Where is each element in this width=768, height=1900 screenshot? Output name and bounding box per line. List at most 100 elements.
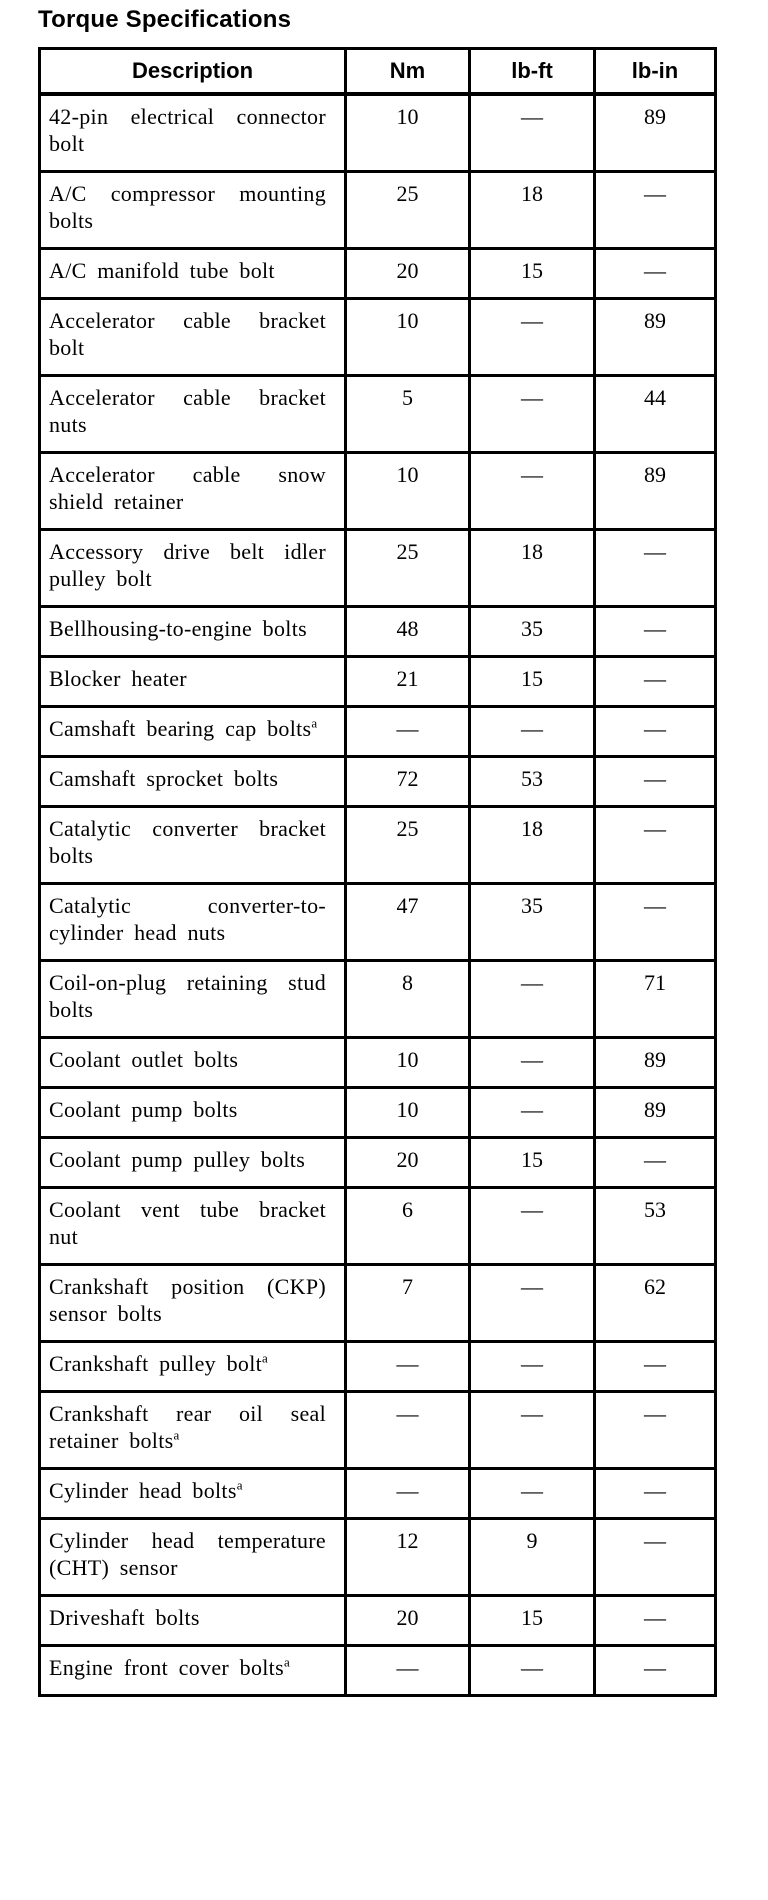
nm-value-cell: 6 (344, 1186, 471, 1266)
column-header-nm: Nm (344, 47, 471, 96)
lb-ft-value-cell: — (468, 1036, 596, 1089)
lb-in-value-cell: — (593, 1644, 717, 1697)
nm-value-cell: — (344, 1390, 471, 1470)
nm-value-cell: 21 (344, 655, 471, 708)
table-row: Cylinder head temperature (CHT) sensor 12… (38, 1517, 717, 1597)
nm-value-cell: 72 (344, 755, 471, 808)
table-row: 42-pin electrical connector bolt 10—89 (38, 92, 717, 173)
description-cell: Cylinder head temperature (CHT) sensor (38, 1517, 347, 1597)
table-row: Accessory drive belt idler pulley bolt 25… (38, 528, 717, 608)
nm-value-cell: 5 (344, 374, 471, 454)
table-row: Accelerator cable bracket bolt 10—89 (38, 297, 717, 377)
description-cell: Accelerator cable bracket bolt (38, 297, 347, 377)
description-cell: Blocker heater (38, 655, 347, 708)
nm-value-cell: 20 (344, 1594, 471, 1647)
table-row: Crankshaft pulley bolta — — — (38, 1340, 717, 1393)
table-header: Description Nm lb-ft lb-in (38, 47, 717, 96)
lb-ft-value-cell: 18 (468, 528, 596, 608)
table-row: Coil-on-plug retaining stud bolts 8—71 (38, 959, 717, 1039)
lb-ft-value-cell: — (468, 1186, 596, 1266)
table-row: Bellhousing-to-engine bolts 48 35— (38, 605, 717, 658)
description-text: 42-pin electrical connector bolt (49, 104, 326, 156)
lb-ft-value-cell: 35 (468, 605, 596, 658)
description-text: Blocker heater (49, 666, 187, 691)
description-text: Cylinder head temperature (CHT) sensor (49, 1528, 326, 1580)
lb-ft-value-cell: — (468, 1390, 596, 1470)
nm-value-cell: 20 (344, 1136, 471, 1189)
lb-ft-value-cell: — (468, 451, 596, 531)
lb-in-value-cell: — (593, 705, 717, 758)
lb-ft-value-cell: — (468, 959, 596, 1039)
nm-value-cell: 48 (344, 605, 471, 658)
nm-value-cell: 10 (344, 297, 471, 377)
lb-ft-value-cell: 18 (468, 805, 596, 885)
lb-ft-value-cell: — (468, 1644, 596, 1697)
description-text: Engine front cover bolts (49, 1655, 284, 1680)
description-text: Coolant outlet bolts (49, 1047, 239, 1072)
lb-in-value-cell: 89 (593, 1036, 717, 1089)
description-text: Accessory drive belt idler pulley bolt (49, 539, 326, 591)
table-row: Blocker heater 21 15— (38, 655, 717, 708)
lb-in-value-cell: — (593, 755, 717, 808)
lb-ft-value-cell: 15 (468, 247, 596, 300)
description-cell: Accelerator cable snow shield retainer (38, 451, 347, 531)
lb-in-value-cell: — (593, 605, 717, 658)
description-cell: Accessory drive belt idler pulley bolt (38, 528, 347, 608)
lb-in-value-cell: 44 (593, 374, 717, 454)
description-cell: Bellhousing-to-engine bolts (38, 605, 347, 658)
description-text: Bellhousing-to-engine bolts (49, 616, 307, 641)
description-cell: Coolant pump pulley bolts (38, 1136, 347, 1189)
table-row: Crankshaft position (CKP) sensor bolts 7—… (38, 1263, 717, 1343)
lb-ft-value-cell: — (468, 1086, 596, 1139)
header-row: Description Nm lb-ft lb-in (38, 47, 717, 96)
table-row: Engine front cover boltsa — — — (38, 1644, 717, 1697)
description-text: Camshaft sprocket bolts (49, 766, 279, 791)
description-cell: Catalytic converter bracket bolts (38, 805, 347, 885)
column-header-lb-in: lb-in (593, 47, 717, 96)
lb-ft-value-cell: — (468, 1467, 596, 1520)
description-text: A/C manifold tube bolt (49, 258, 275, 283)
description-text: Cylinder head bolts (49, 1478, 237, 1503)
description-cell: Crankshaft pulley bolta (38, 1340, 347, 1393)
description-text: Coolant pump bolts (49, 1097, 238, 1122)
description-cell: Cylinder head boltsa (38, 1467, 347, 1520)
description-text: Crankshaft rear oil seal retainer bolts (49, 1401, 326, 1453)
nm-value-cell: 7 (344, 1263, 471, 1343)
lb-ft-value-cell: — (468, 1340, 596, 1393)
lb-ft-value-cell: 53 (468, 755, 596, 808)
description-cell: Accelerator cable bracket nuts (38, 374, 347, 454)
table-row: Cylinder head boltsa — — — (38, 1467, 717, 1520)
lb-ft-value-cell: — (468, 92, 596, 173)
lb-in-value-cell: — (593, 1517, 717, 1597)
lb-in-value-cell: — (593, 882, 717, 962)
description-text: Accelerator cable bracket nuts (49, 385, 326, 437)
nm-value-cell: 47 (344, 882, 471, 962)
footnote-marker: a (236, 1477, 243, 1493)
lb-in-value-cell: — (593, 1340, 717, 1393)
description-cell: Coolant pump bolts (38, 1086, 347, 1139)
lb-in-value-cell: 89 (593, 451, 717, 531)
lb-ft-value-cell: 9 (468, 1517, 596, 1597)
footnote-marker: a (283, 1654, 290, 1670)
footnote-marker: a (262, 1350, 268, 1366)
nm-value-cell: 10 (344, 1036, 471, 1089)
lb-in-value-cell: — (593, 170, 717, 250)
table-row: Accelerator cable snow shield retainer 10… (38, 451, 717, 531)
lb-in-value-cell: 89 (593, 297, 717, 377)
description-text: Driveshaft bolts (49, 1605, 200, 1630)
description-text: Accelerator cable snow shield retainer (49, 462, 326, 514)
table-body: 42-pin electrical connector bolt 10—89 A/C… (38, 92, 717, 1697)
lb-ft-value-cell: 15 (468, 1136, 596, 1189)
nm-value-cell: 12 (344, 1517, 471, 1597)
table-row: Camshaft sprocket bolts 72 53— (38, 755, 717, 808)
lb-in-value-cell: — (593, 528, 717, 608)
lb-ft-value-cell: — (468, 705, 596, 758)
lb-in-value-cell: 71 (593, 959, 717, 1039)
nm-value-cell: 10 (344, 1086, 471, 1139)
description-text: Crankshaft pulley bolt (49, 1351, 263, 1376)
nm-value-cell: — (344, 1644, 471, 1697)
document-page: Torque Specifications Description Nm lb-… (38, 6, 738, 1697)
description-cell: Crankshaft rear oil seal retainer boltsa (38, 1390, 347, 1470)
lb-in-value-cell: 89 (593, 1086, 717, 1139)
description-text: Coolant pump pulley bolts (49, 1147, 306, 1172)
